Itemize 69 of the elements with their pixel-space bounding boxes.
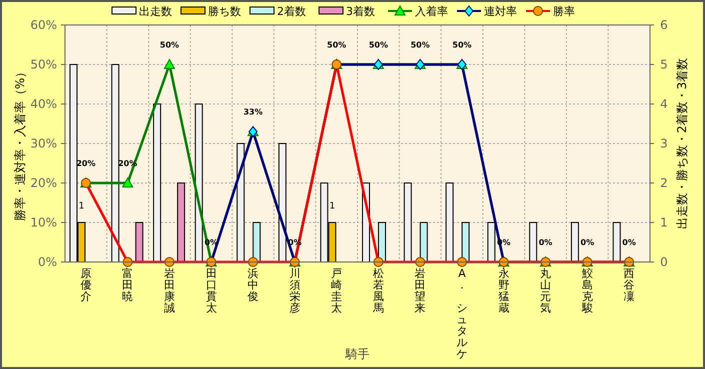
x-tick-label: 西谷凜 [624,267,635,303]
x-tick-label: 永野猛蔵 [498,267,510,314]
y2-axis-title: 出走数・勝ち数・2着数・3着数 [675,58,689,230]
data-label: 0% [538,238,552,247]
bar [153,104,162,262]
y-axis-title: 勝率・連対率・入着率（%） [13,66,27,222]
bar [252,222,261,262]
y-tick-label: 40% [30,97,57,111]
bar [446,182,454,262]
legend-label: 勝ち数 [208,5,241,18]
data-label: 50% [160,40,180,50]
bar [420,222,428,262]
bar [612,222,621,262]
x-tick-label: 田口貫太 [206,267,217,314]
bar [177,182,186,262]
x-tick-label: 岩田望来 [414,267,426,314]
bar [194,104,203,262]
legend-label: 3着数 [346,5,375,18]
x-tick-label: 浜中俊 [248,267,259,303]
x-axis-title: 騎手 [344,347,370,361]
legend-label: 連対率 [484,5,517,18]
bar [404,182,412,262]
x-tick-label: 岩田康誠 [164,267,175,314]
y2-tick-label: 2 [660,176,668,190]
legend-label: 出走数 [139,5,172,18]
data-label: 1 [329,202,336,212]
bar [236,143,245,262]
y-tick-label: 20% [30,176,57,190]
bar [135,222,144,262]
point [164,59,175,69]
y-tick-label: 50% [30,58,57,72]
data-label: 50% [452,40,472,50]
data-label: 50% [410,40,430,50]
data-label: 50% [327,40,346,50]
y2-tick-label: 4 [660,97,668,111]
x-tick-label: 原優介 [80,267,92,303]
data-label: 33% [243,108,263,117]
y2-tick-label: 5 [660,58,668,72]
bar [529,222,538,262]
bar [111,64,120,262]
bar [278,143,286,262]
y2-tick-label: 0 [660,255,668,269]
bar [378,222,386,262]
data-label: 20% [76,159,96,168]
x-tick-label: 松若風馬 [372,267,384,314]
data-label: 1 [78,202,84,212]
legend-label: 入着率 [415,5,448,18]
y2-tick-label: 3 [660,136,668,150]
legend-label: 2着数 [277,5,306,18]
data-label: 0% [622,238,636,247]
y2-tick-label: 1 [660,216,668,230]
y-tick-label: 60% [30,18,57,32]
y-tick-label: 0% [38,255,57,269]
bar [487,222,496,262]
x-tick-label: 戸崎圭太 [331,267,342,314]
bar [462,222,470,262]
y-tick-label: 10% [30,216,57,230]
y2-tick-label: 6 [660,18,668,32]
x-tick-label: 丸山元気 [540,267,552,314]
data-label: 50% [368,40,388,50]
data-label: 0% [580,238,594,247]
legend-label: 勝率 [553,5,575,18]
x-tick-label: 鮫島克駿 [580,267,593,314]
x-tick-label: 川須栄彦 [289,267,300,314]
bar [570,222,579,262]
y-tick-label: 30% [30,136,57,150]
x-tick-label: A. シュタルケ [456,267,468,360]
point [122,178,134,188]
x-tick-label: 富田暁 [122,267,134,303]
